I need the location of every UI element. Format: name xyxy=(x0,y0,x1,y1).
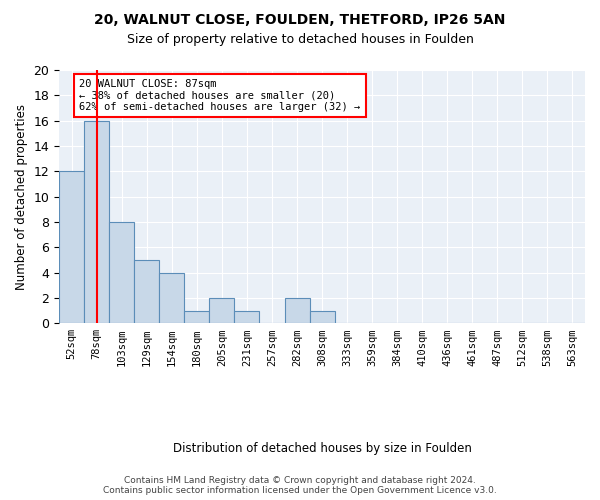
Bar xyxy=(134,260,160,323)
Text: 20, WALNUT CLOSE, FOULDEN, THETFORD, IP26 5AN: 20, WALNUT CLOSE, FOULDEN, THETFORD, IP2… xyxy=(94,12,506,26)
Bar xyxy=(209,298,235,323)
Bar xyxy=(109,222,134,323)
Text: 20 WALNUT CLOSE: 87sqm
← 38% of detached houses are smaller (20)
62% of semi-det: 20 WALNUT CLOSE: 87sqm ← 38% of detached… xyxy=(79,79,361,112)
Bar xyxy=(284,298,310,323)
Bar xyxy=(84,120,109,323)
Y-axis label: Number of detached properties: Number of detached properties xyxy=(15,104,28,290)
Text: Size of property relative to detached houses in Foulden: Size of property relative to detached ho… xyxy=(127,32,473,46)
Bar xyxy=(59,172,84,323)
Bar xyxy=(160,272,184,323)
X-axis label: Distribution of detached houses by size in Foulden: Distribution of detached houses by size … xyxy=(173,442,472,455)
Bar xyxy=(310,310,335,323)
Text: Contains HM Land Registry data © Crown copyright and database right 2024.
Contai: Contains HM Land Registry data © Crown c… xyxy=(103,476,497,495)
Bar xyxy=(235,310,259,323)
Bar xyxy=(184,310,209,323)
